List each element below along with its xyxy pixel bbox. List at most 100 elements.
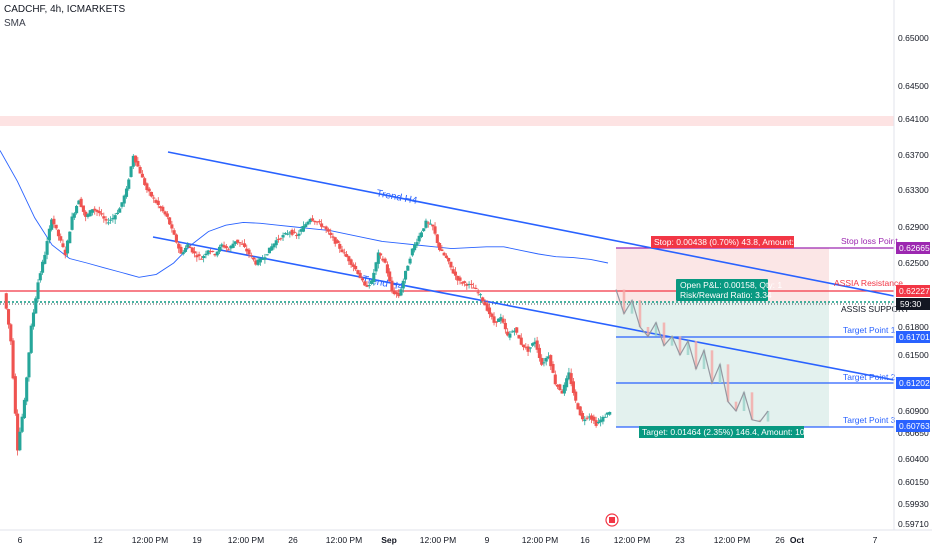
candle-body [249,255,253,257]
price-tick-label: 0.63300 [898,185,929,195]
candle-body [147,188,151,192]
candle-body [556,384,560,387]
candle-body [565,378,569,388]
pnl-box [676,279,768,301]
candle-body [592,416,596,421]
candle-body [528,347,532,349]
candle-body [567,372,571,380]
price-axis[interactable]: 0.65000 0.64500 0.64100 0.63700 0.63300 0.629… [898,33,929,529]
time-tick-label: Oct [790,535,804,545]
tag-countdown-text: 59:30 [900,299,922,309]
time-tick-label: 12 [93,535,103,545]
trend-line-upper[interactable] [167,151,895,297]
candle-body [562,384,566,394]
candle-body [415,242,419,246]
candle-body [542,362,546,364]
price-tick-label: 0.62500 [898,258,929,268]
candle-body [578,406,582,416]
candle-body [574,391,578,401]
candle-body [299,229,303,232]
candle-body [263,257,267,260]
candle-body [474,287,478,289]
candle-body [272,243,276,248]
projected-candle [726,364,730,402]
candle-body [462,281,467,283]
candle-body [560,390,564,394]
candle-body [149,191,154,197]
candle-body [508,333,512,338]
candle-body [68,231,72,244]
candle-body [324,226,328,230]
projected-candle [662,322,666,346]
candle-body [340,249,344,253]
candle-body [65,240,70,254]
candle-body [281,235,285,238]
candle-body [288,232,292,234]
candle-body [188,246,192,249]
candle-body [254,260,258,265]
candle-body [109,219,113,221]
trend-line-lower[interactable] [152,236,895,381]
candle-body [394,292,399,295]
candle-body [447,257,451,262]
candle-body [399,289,403,296]
candle-body [329,232,333,236]
candle-body [533,341,537,345]
candle-body [512,330,516,332]
time-tick-label: 26 [288,535,298,545]
pnl-text-2: Risk/Reward Ratio: 3.34 [680,290,772,300]
time-axis[interactable]: 6 12 12:00 PM 19 12:00 PM 26 12:00 PM Sep 12:00 … [18,535,878,545]
candle-body [261,258,265,260]
candle-body [347,256,351,262]
time-tick-label: 6 [18,535,23,545]
candle-body [204,253,208,256]
candle-body [483,302,487,306]
price-tick-label: 0.64100 [898,114,929,124]
projected-candle [734,401,738,411]
candle-body [18,431,22,451]
projected-candle [630,300,634,314]
tag-target-2 [896,377,930,389]
candle-body [369,280,374,284]
tag-target-1-text: 0.61701 [899,332,930,342]
candle-body [453,271,458,276]
projected-candle [750,392,754,420]
time-tick-label: 16 [580,535,590,545]
candle-body [503,322,507,330]
candle-body [95,209,99,212]
candle-body [13,376,17,414]
candle-body [156,200,160,205]
candle-body [104,219,108,221]
candle-body [583,419,587,422]
tag-countdown [896,298,930,310]
candle-body [521,344,526,348]
candle-body [252,257,256,260]
candle-body [265,254,269,256]
candle-body [77,200,81,205]
candle-body [283,233,287,235]
candle-body [397,292,401,297]
tag-stop-text: 0.62665 [899,243,930,253]
candle-body [295,235,299,237]
candle-body [270,246,274,251]
candle-body [605,412,610,415]
candle-body [517,335,521,339]
candle-body [433,226,437,234]
candle-body [497,318,501,322]
candle-body [233,241,237,244]
candle-body [549,355,553,367]
candle-body [315,221,319,223]
candle-body [231,243,235,248]
candle-body [47,228,51,241]
price-tick-label: 0.60400 [898,454,929,464]
projected-candle [646,327,650,337]
candle-body [238,242,242,244]
candle-body [428,223,433,225]
candle-body [310,218,315,221]
candle-body [435,234,439,243]
price-tick-label: 0.61500 [898,350,929,360]
candle-body [569,373,573,385]
candle-body [143,178,147,185]
candle-body [242,243,247,247]
